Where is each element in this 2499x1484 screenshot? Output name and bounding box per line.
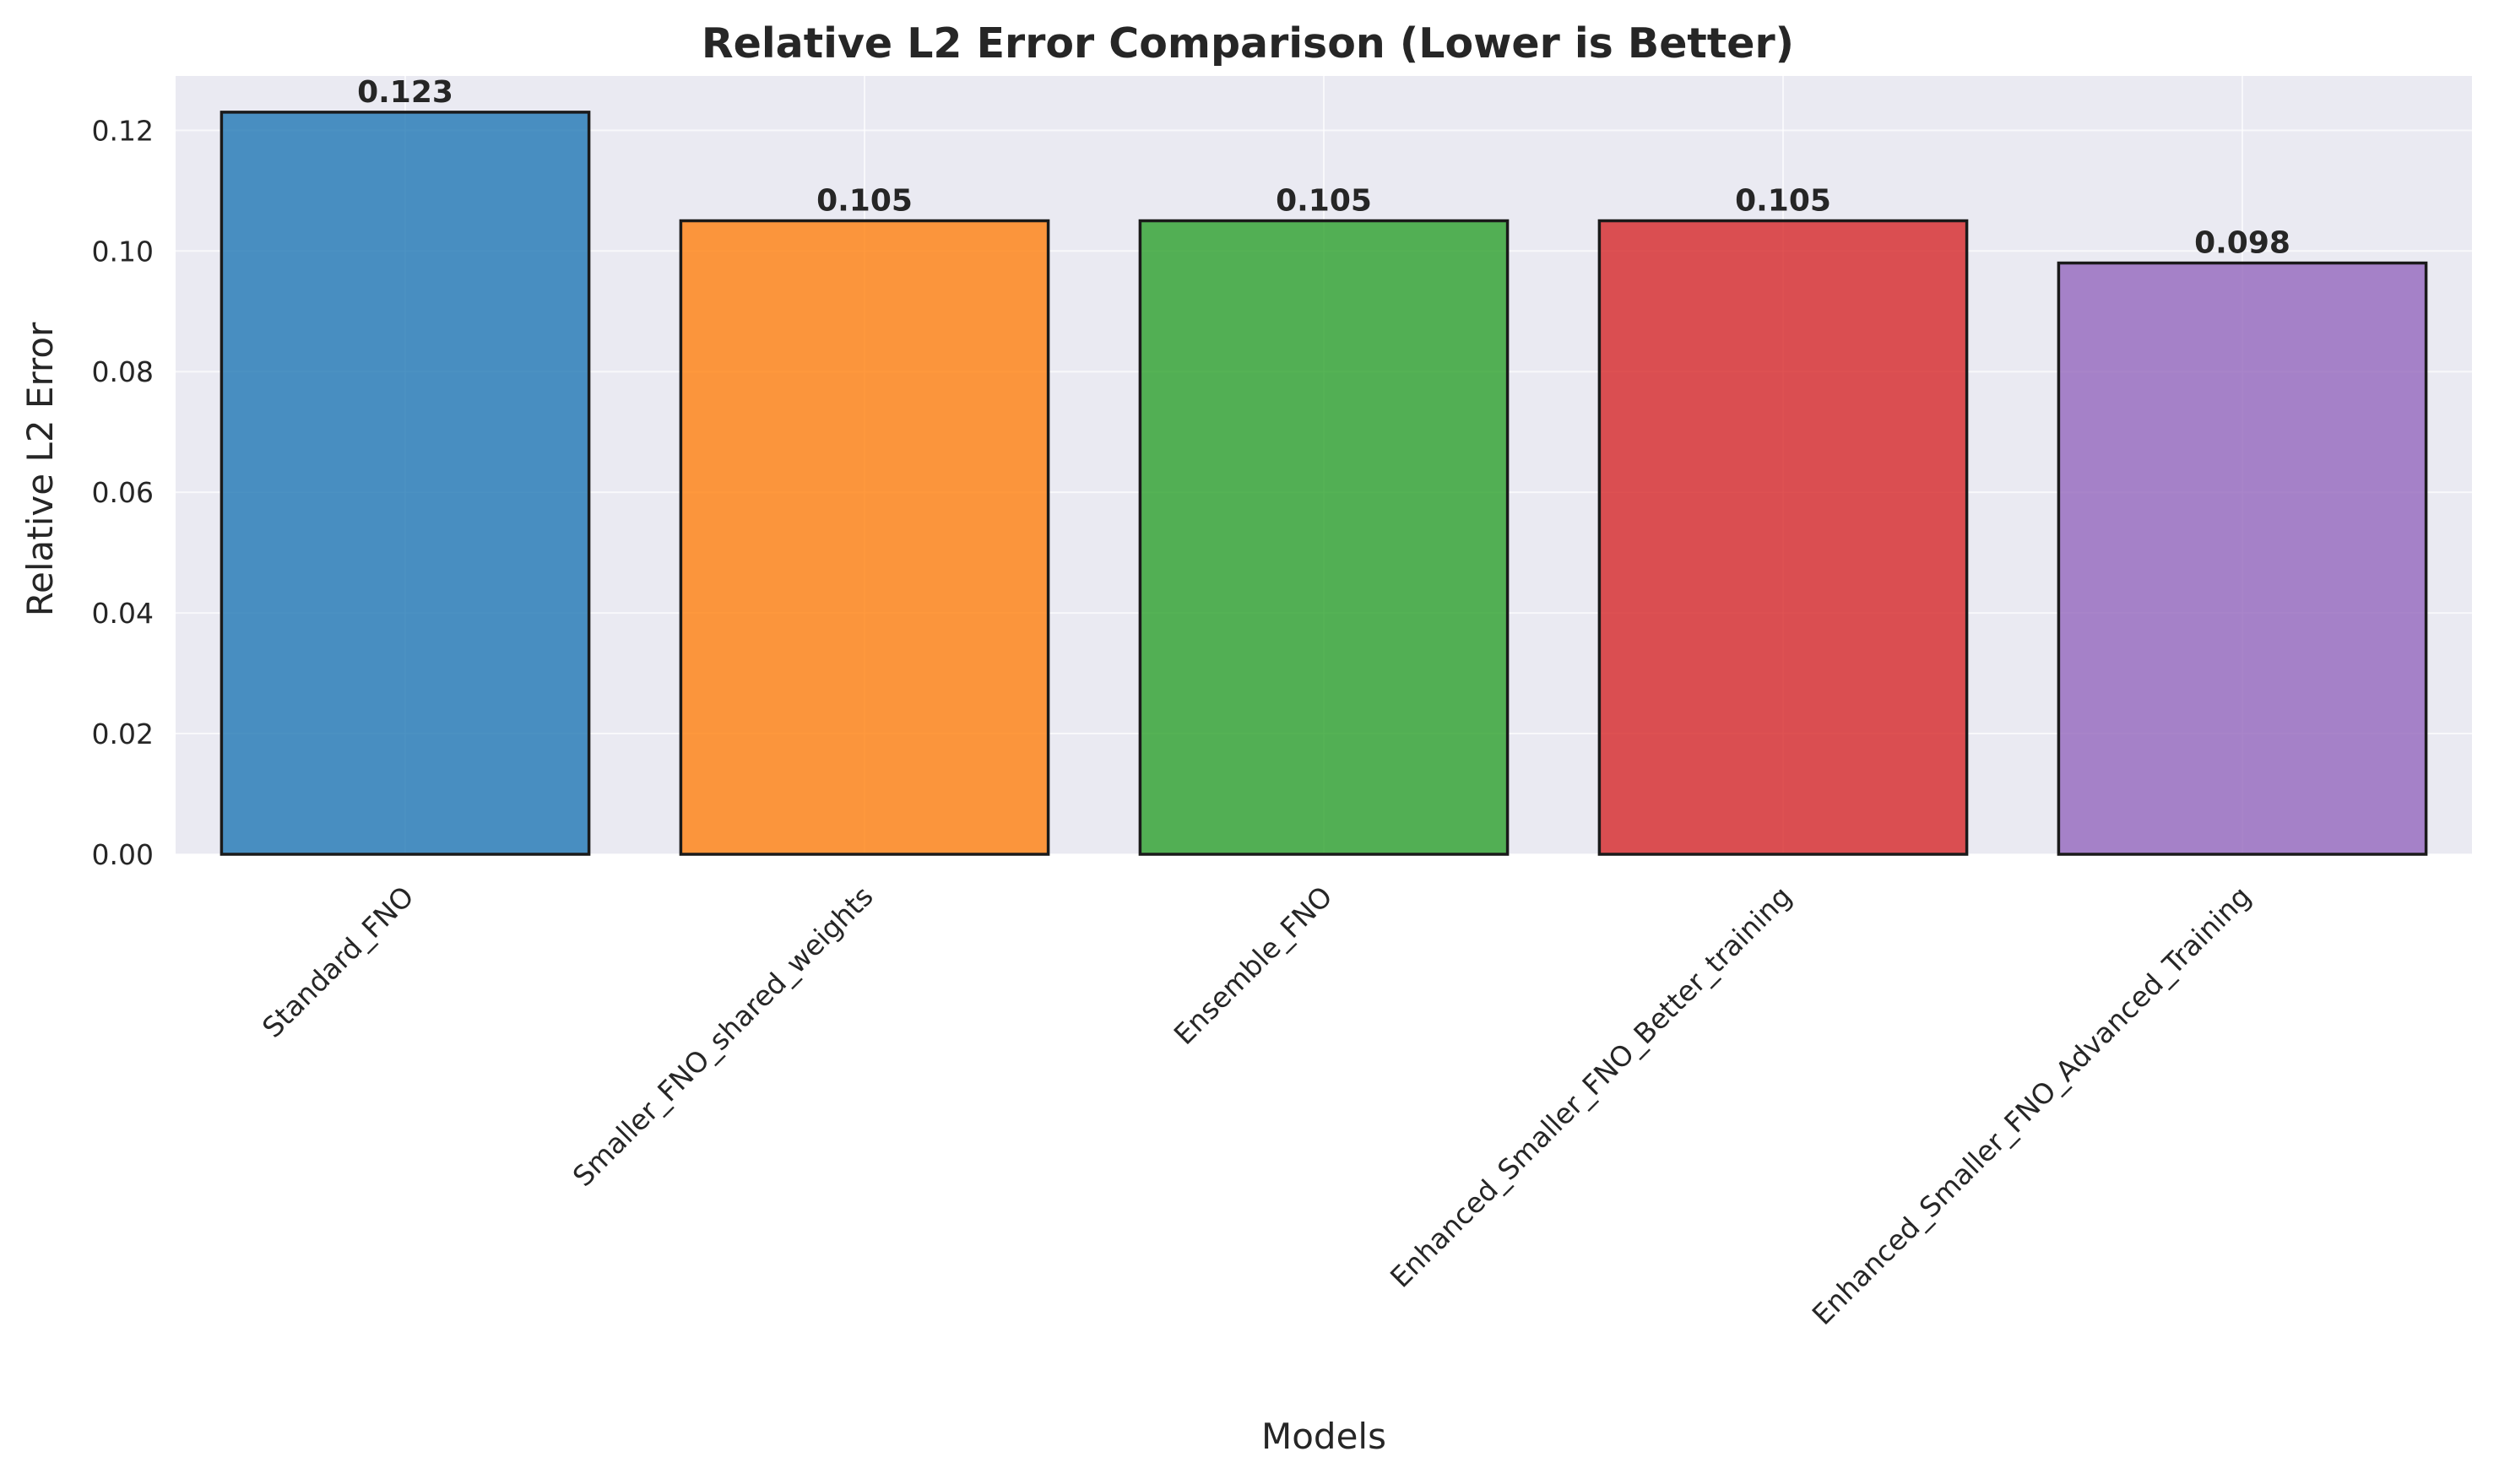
x-axis-label: Models (1261, 1416, 1386, 1457)
chart-title: Relative L2 Error Comparison (Lower is B… (702, 19, 1794, 68)
y-tick-label: 0.04 (92, 597, 154, 630)
data-label: 0.105 (816, 184, 913, 219)
y-tick-labels: 0.00 0.02 0.04 0.06 0.08 0.10 0.12 (92, 114, 154, 871)
bar (1138, 219, 1510, 856)
data-label: 0.105 (1735, 184, 1831, 219)
y-axis-label: Relative L2 Error (19, 322, 61, 616)
y-tick-label: 0.10 (92, 235, 154, 268)
bar (2057, 261, 2428, 856)
data-label: 0.098 (2194, 226, 2290, 261)
bar (220, 111, 591, 856)
y-tick-label: 0.08 (92, 355, 154, 388)
bar (1597, 219, 1969, 856)
data-label: 0.105 (1276, 184, 1372, 219)
y-tick-label: 0.02 (92, 718, 154, 750)
bars (220, 111, 2428, 856)
bar (679, 219, 1050, 856)
y-tick-label: 0.00 (92, 838, 154, 871)
y-tick-label: 0.12 (92, 114, 154, 147)
y-tick-label: 0.06 (92, 476, 154, 509)
data-label: 0.123 (357, 75, 453, 110)
data-labels: 0.123 0.105 0.105 0.105 0.098 (357, 75, 2290, 261)
